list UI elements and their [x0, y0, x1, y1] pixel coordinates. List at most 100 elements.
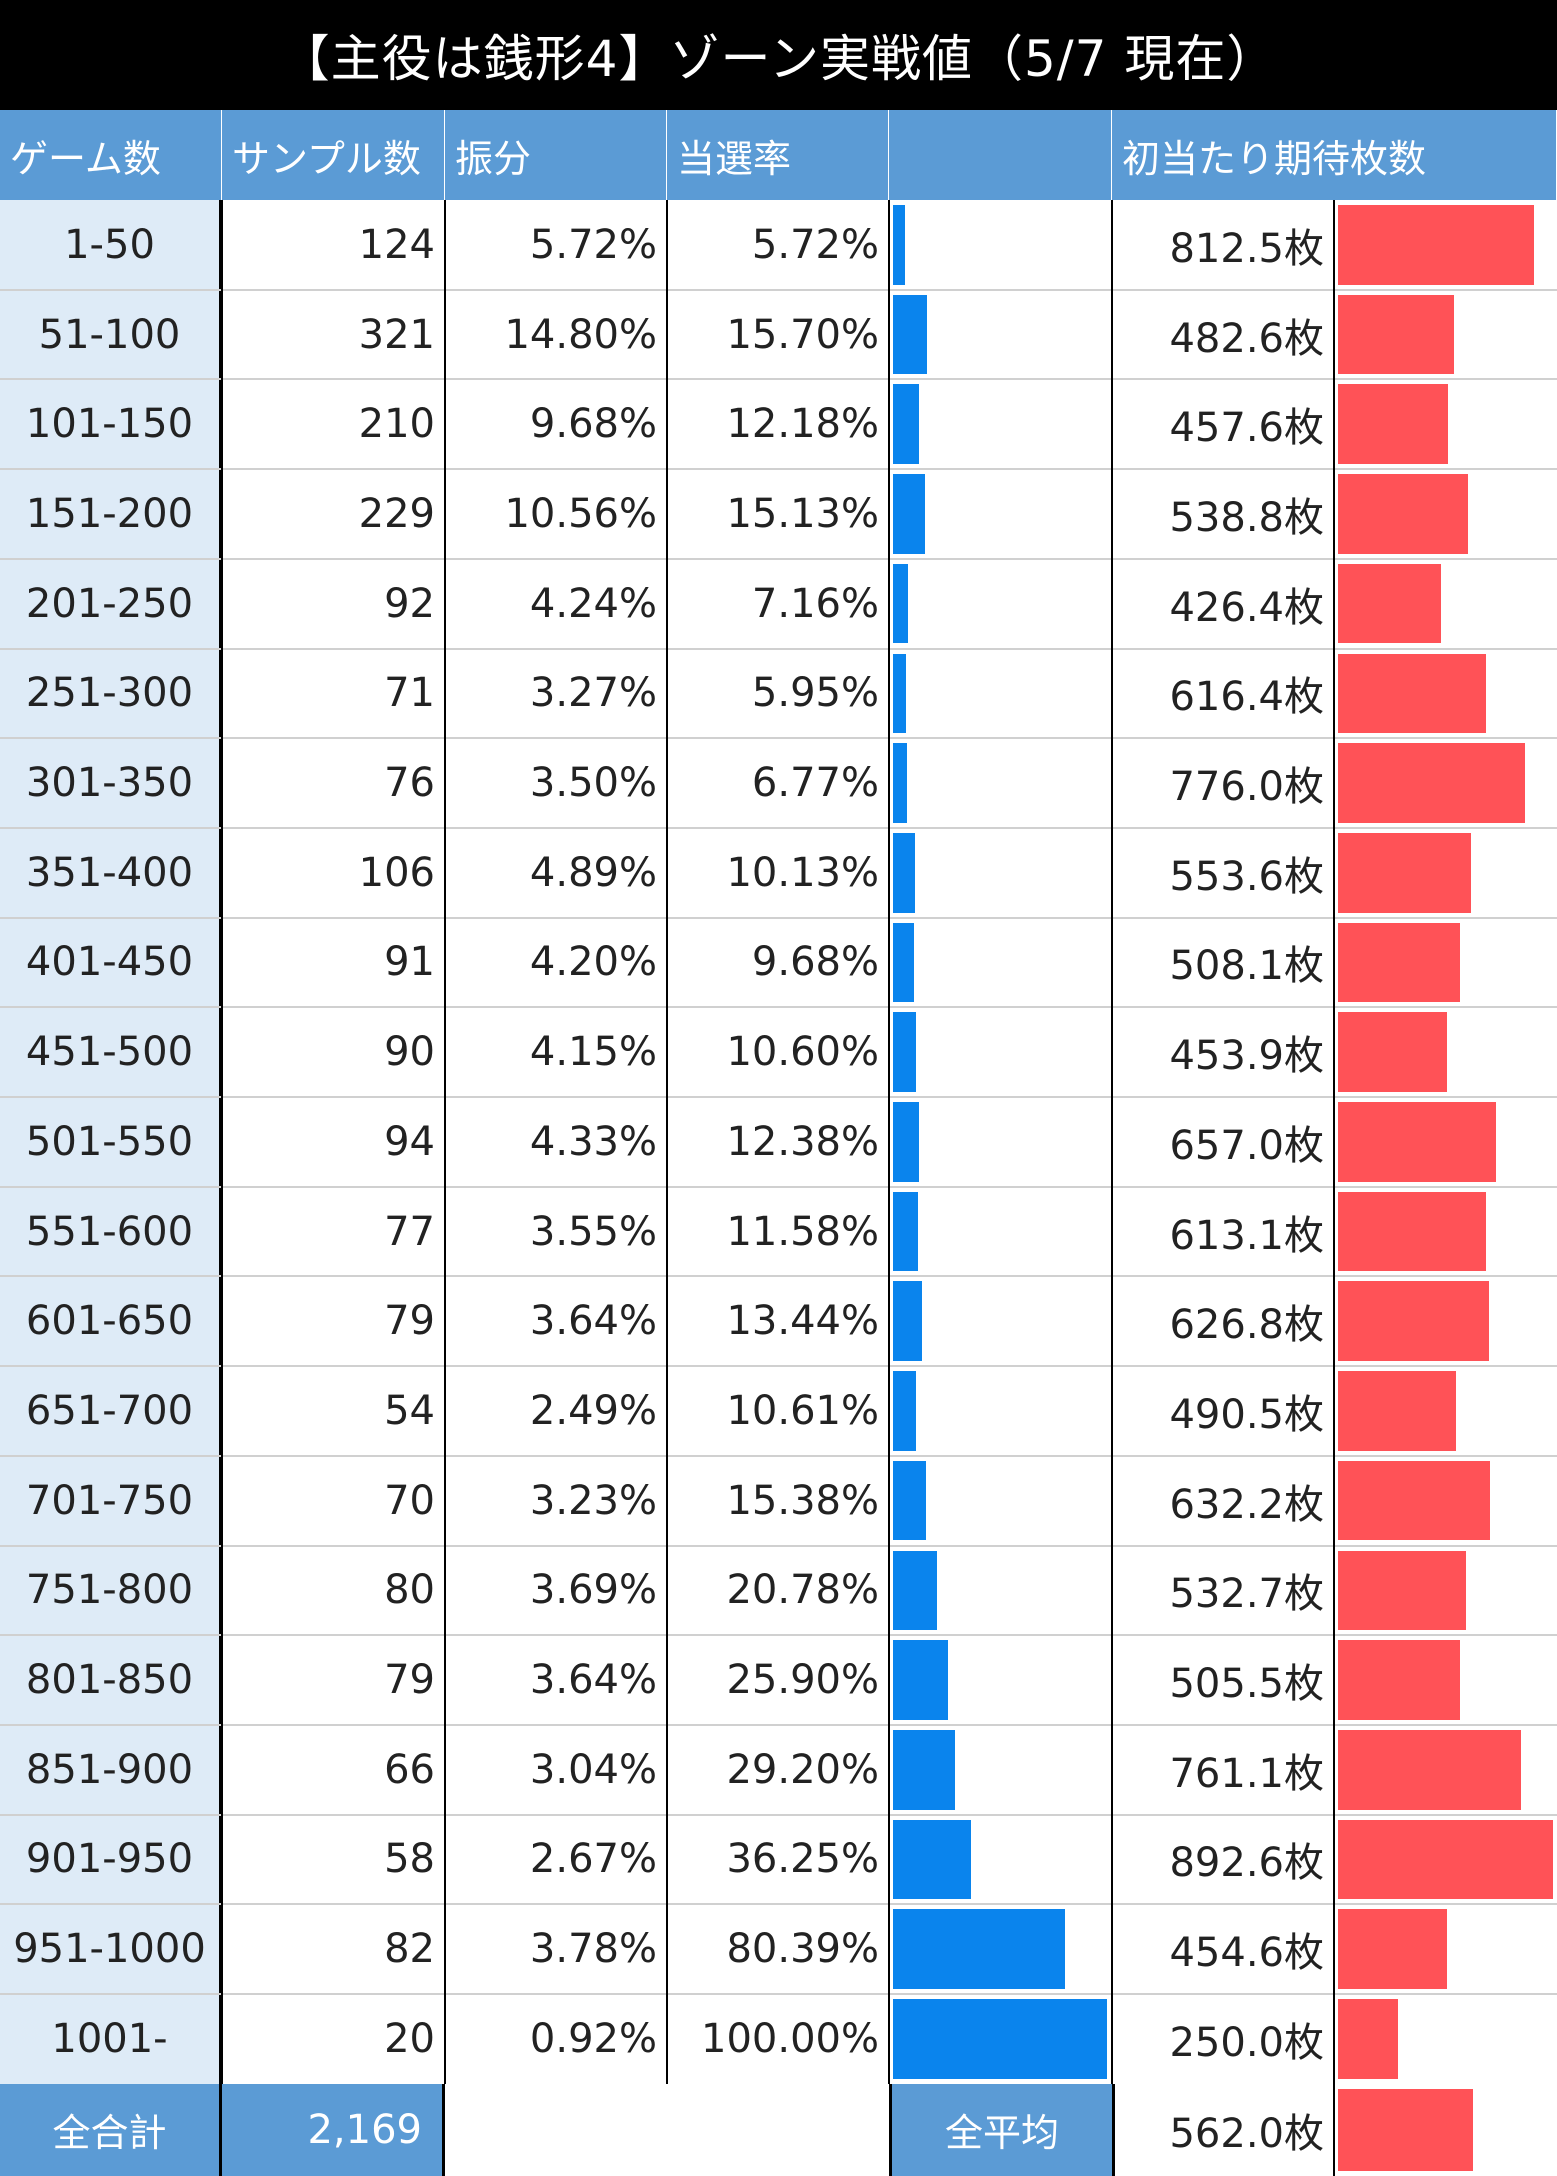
cell-game: 1001-	[0, 1994, 222, 2084]
row-divider	[0, 1275, 1557, 1278]
row-divider	[0, 557, 1557, 560]
cell-expect: 657.0枚	[1169, 1122, 1324, 1169]
expect-bar	[1338, 653, 1487, 734]
cell-share: 4.89%	[529, 849, 657, 896]
total-label: 全合計	[0, 2083, 222, 2176]
cell-expect: 761.1枚	[1169, 1750, 1324, 1797]
rate-bar	[893, 1729, 956, 1810]
cell-expect: 505.5枚	[1169, 1661, 1324, 1708]
cell-expect: 426.4枚	[1169, 584, 1324, 631]
row-divider	[0, 1365, 1557, 1368]
rate-bar	[893, 1550, 938, 1631]
cell-share: 3.27%	[529, 670, 657, 717]
cell-game: 601-650	[0, 1276, 222, 1367]
expect-bar	[1338, 1460, 1491, 1541]
column-divider	[444, 200, 446, 2084]
expect-bar	[1338, 1191, 1486, 1272]
row-divider	[0, 1185, 1557, 1188]
cell-rate: 7.16%	[751, 580, 879, 627]
cell-rate: 9.68%	[751, 939, 879, 986]
cell-game: 901-950	[0, 1814, 222, 1905]
row-divider	[0, 737, 1557, 740]
rate-bar	[893, 1909, 1066, 1989]
expect-bar	[1338, 743, 1525, 823]
cell-rate: 15.38%	[726, 1477, 879, 1524]
row-divider	[0, 1993, 1557, 1995]
row-divider	[0, 1096, 1557, 1098]
cell-share: 3.78%	[529, 1926, 657, 1973]
cell-rate: 10.61%	[726, 1387, 879, 1434]
cell-samples: 92	[384, 580, 435, 627]
cell-expect: 812.5枚	[1169, 225, 1324, 272]
cell-game: 301-350	[0, 738, 222, 828]
rate-bar	[893, 653, 906, 734]
avg-label: 全平均	[889, 2083, 1112, 2176]
cell-game: 401-450	[0, 917, 222, 1008]
cell-expect: 532.7枚	[1169, 1571, 1324, 1618]
cell-share: 3.23%	[529, 1477, 657, 1524]
cell-rate: 20.78%	[726, 1567, 879, 1614]
cell-samples: 82	[384, 1926, 435, 1973]
avg-value: 562.0枚	[1112, 2083, 1334, 2176]
cell-samples: 210	[358, 401, 435, 448]
expect-bar	[1338, 1640, 1460, 1720]
column-divider	[1111, 200, 1113, 2084]
expect-bar	[1338, 563, 1441, 644]
expect-bar	[1338, 474, 1468, 554]
row-divider	[0, 1813, 1557, 1816]
avg-expect-bar	[1338, 2088, 1474, 2171]
rate-bar	[893, 1191, 918, 1272]
cell-samples: 71	[384, 670, 435, 717]
row-divider	[0, 1006, 1557, 1009]
cell-share: 3.50%	[529, 760, 657, 807]
cell-expect: 482.6枚	[1169, 315, 1324, 362]
cell-share: 10.56%	[504, 490, 657, 537]
rate-bar	[893, 1102, 920, 1182]
cell-samples: 91	[384, 939, 435, 986]
cell-expect: 453.9枚	[1169, 1033, 1324, 1080]
cell-rate: 13.44%	[726, 1298, 879, 1345]
cell-samples: 79	[384, 1298, 435, 1345]
cell-expect: 538.8枚	[1169, 494, 1324, 541]
cell-rate: 10.13%	[726, 849, 879, 896]
rate-bar	[893, 474, 926, 554]
rate-bar	[893, 563, 909, 644]
cell-samples: 124	[358, 221, 435, 268]
row-divider	[0, 288, 1557, 291]
cell-expect: 613.1枚	[1169, 1212, 1324, 1259]
cell-rate: 15.13%	[726, 490, 879, 537]
rate-bar	[893, 743, 908, 823]
row-divider	[0, 1454, 1557, 1457]
row-divider	[0, 378, 1557, 381]
column-divider	[1333, 200, 1335, 2084]
page-title: 【主役は銭形4】ゾーン実戦値（5/7 現在）	[0, 0, 1557, 110]
cell-game: 251-300	[0, 648, 222, 739]
cell-share: 3.04%	[529, 1746, 657, 1793]
expect-bar	[1338, 1550, 1467, 1631]
cell-rate: 29.20%	[726, 1746, 879, 1793]
cell-samples: 229	[358, 490, 435, 537]
row-divider	[0, 916, 1557, 919]
cell-game: 751-800	[0, 1545, 222, 1636]
cell-expect: 632.2枚	[1169, 1481, 1324, 1528]
row-divider	[0, 1544, 1557, 1547]
expect-bar	[1338, 1729, 1522, 1810]
cell-game: 651-700	[0, 1366, 222, 1456]
cell-game: 451-500	[0, 1007, 222, 1097]
row-divider	[0, 826, 1557, 829]
cell-expect: 616.4枚	[1169, 674, 1324, 721]
cell-share: 0.92%	[529, 2015, 657, 2062]
total-value: 2,169	[222, 2083, 445, 2176]
column-divider	[1333, 2083, 1335, 2176]
cell-share: 4.20%	[529, 939, 657, 986]
rate-bar	[893, 832, 915, 913]
cell-share: 2.67%	[529, 1836, 657, 1883]
rate-bar	[893, 384, 920, 465]
row-divider	[0, 468, 1557, 471]
cell-expect: 508.1枚	[1169, 943, 1324, 990]
rate-bar	[893, 205, 906, 285]
cell-rate: 5.95%	[751, 670, 879, 717]
cell-game: 801-850	[0, 1635, 222, 1725]
cell-rate: 12.18%	[726, 401, 879, 448]
